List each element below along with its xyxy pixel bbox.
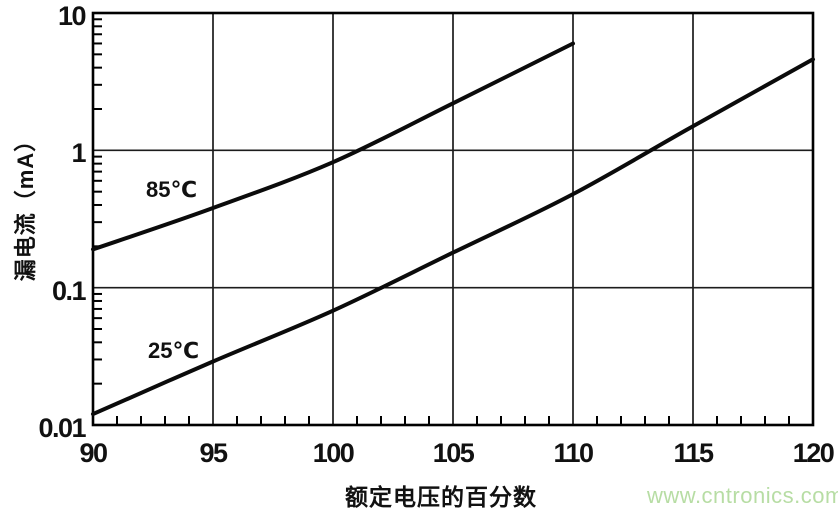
x-tick-label: 100 [312,438,355,468]
plot-border [91,11,815,427]
y-tick-label: 1 [71,138,86,169]
x-tick-label: 120 [792,438,835,468]
x-tick-label: 110 [553,438,594,468]
y-axis-title: 漏电流（mA） [13,128,38,282]
series-label-85c: 85℃ [146,177,198,202]
y-tick-label: 10 [57,1,87,31]
x-tick-label: 115 [673,438,714,468]
curve-25c [91,57,815,417]
curve-85c [91,41,575,252]
y-tick-label: 0.1 [51,275,87,306]
watermark-text: www.cntronics.com [647,483,838,508]
x-axis-title: 额定电压的百分数 [345,484,537,510]
x-tick-label: 105 [432,438,475,468]
series-label-25c: 25℃ [148,338,200,363]
x-tick-label: 90 [79,438,108,468]
x-tick-label: 95 [199,438,228,468]
y-tick-label: 0.01 [38,413,86,443]
